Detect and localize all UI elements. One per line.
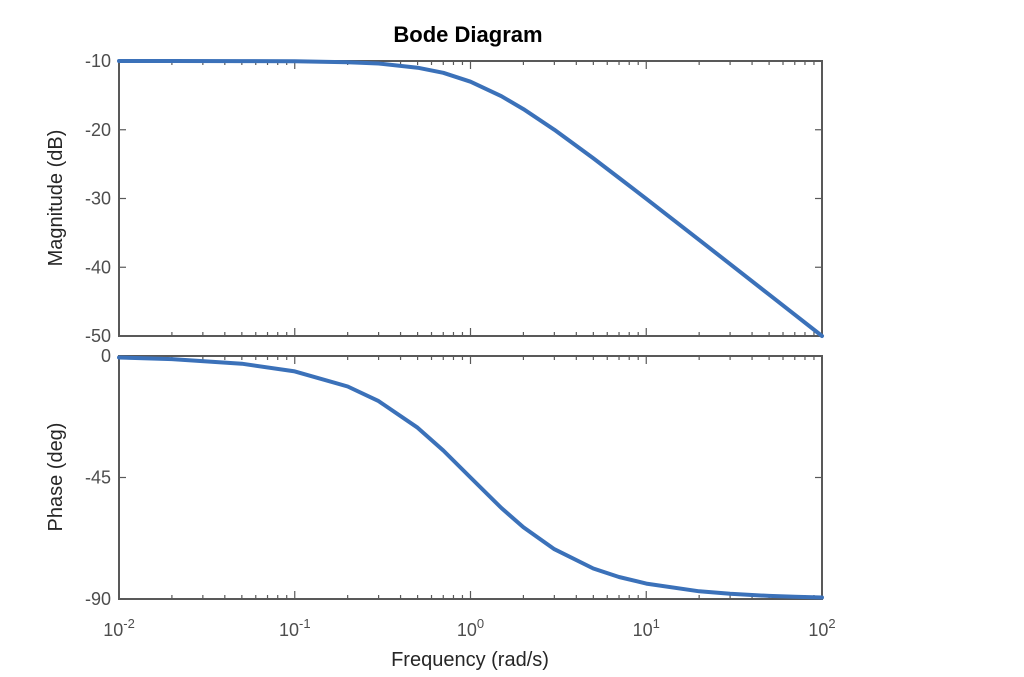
x-axis-label: Frequency (rad/s)	[391, 649, 549, 671]
magnitude-y-tick-label: -40	[85, 257, 111, 277]
magnitude-ticks: -10 -20 -30 -40 -50	[85, 51, 823, 346]
phase-y-tick-label: 0	[101, 346, 111, 366]
magnitude-panel: -10 -20 -30 -40 -50 Magnitude (dB)	[45, 51, 824, 346]
x-tick-label: 100	[457, 616, 484, 640]
x-tick-labels: 10-2 10-1 100 101 102	[103, 616, 835, 640]
x-tick-label: 10-1	[279, 616, 311, 640]
magnitude-y-tick-label: -50	[85, 326, 111, 346]
chart-title: Bode Diagram	[393, 22, 542, 47]
x-tick-label: 102	[808, 616, 835, 640]
magnitude-y-tick-label: -20	[85, 120, 111, 140]
phase-y-axis-label: Phase (deg)	[45, 423, 67, 532]
phase-panel: 0 -45 -90 Phase (deg)	[45, 346, 824, 609]
x-tick-label: 101	[633, 616, 660, 640]
phase-curve	[117, 355, 824, 600]
phase-ticks: 0 -45 -90	[85, 346, 823, 609]
x-tick-label: 10-2	[103, 616, 135, 640]
phase-y-tick-label: -45	[85, 468, 111, 488]
magnitude-axes-frame	[118, 60, 823, 337]
phase-y-tick-label: -90	[85, 589, 111, 609]
magnitude-y-tick-label: -30	[85, 189, 111, 209]
magnitude-y-axis-label: Magnitude (dB)	[45, 130, 67, 267]
magnitude-y-tick-label: -10	[85, 51, 111, 71]
magnitude-curve	[117, 59, 824, 338]
